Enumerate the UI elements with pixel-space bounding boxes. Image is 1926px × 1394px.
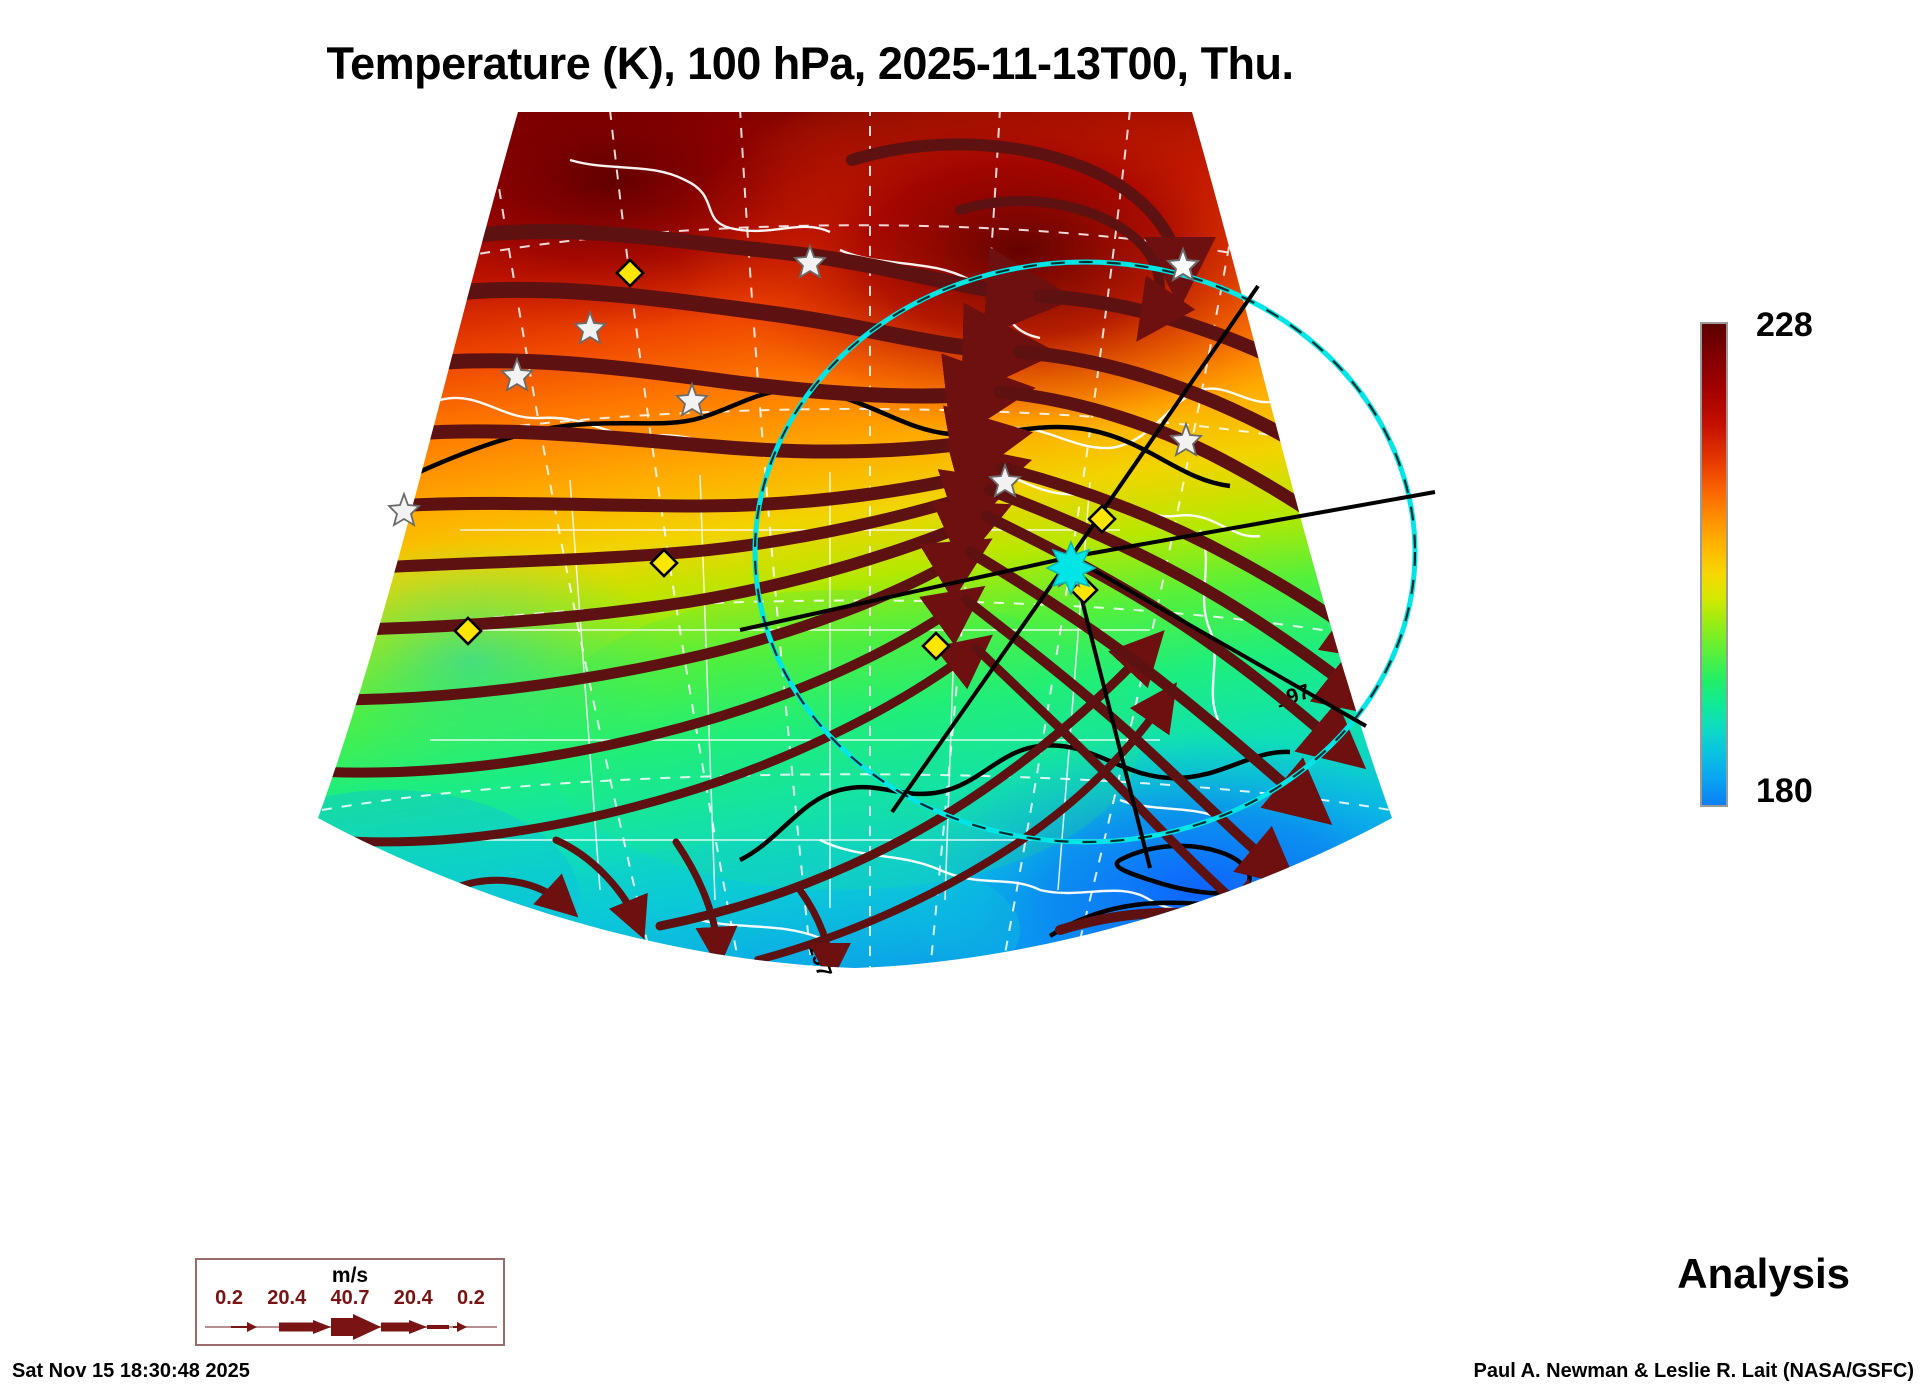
marker-yellow-diamond[interactable] (453, 258, 1117, 661)
wind-legend-value: 20.4 (267, 1287, 307, 1309)
footer-timestamp: Sat Nov 15 18:30:48 2025 (12, 1360, 250, 1382)
marker-center-station[interactable] (1045, 540, 1097, 596)
wind-legend-value: 0.2 (457, 1287, 485, 1309)
range-circle (752, 259, 1418, 845)
colorbar-gradient[interactable] (1700, 322, 1728, 807)
colorbar[interactable]: 228 180 (1700, 300, 1900, 840)
wind-legend-unit-label: m/s (331, 1264, 369, 1287)
page-title: Temperature (K), 100 hPa, 2025-11-13T00,… (326, 38, 1294, 89)
marker-open-star[interactable] (1165, 246, 1201, 283)
wind-scale-legend: m/s 0.2 20.4 40.7 20.4 0.2 (195, 1258, 505, 1346)
footer-credit: Paul A. Newman & Leslie R. Lait (NASA/GS… (1473, 1360, 1914, 1382)
wind-legend-value: 40.7 (330, 1287, 370, 1309)
wind-legend-value: 0.2 (215, 1287, 243, 1309)
wind-legend-values: 0.2 20.4 40.7 20.4 0.2 (197, 1287, 503, 1310)
colorbar-min-label: 180 (1756, 772, 1813, 810)
wind-legend-arrow-glyphs (205, 1314, 497, 1340)
colorbar-max-label: 228 (1756, 306, 1813, 344)
map-panel[interactable]: 197 197 (140, 100, 1570, 980)
map-canvas[interactable]: 197 197 (140, 100, 1570, 980)
temperature-shading (318, 112, 1392, 968)
wind-legend-value: 20.4 (393, 1287, 433, 1309)
flight-track-lines (739, 284, 1436, 869)
station-markers[interactable] (387, 243, 1203, 661)
analysis-label: Analysis (1677, 1250, 1850, 1297)
